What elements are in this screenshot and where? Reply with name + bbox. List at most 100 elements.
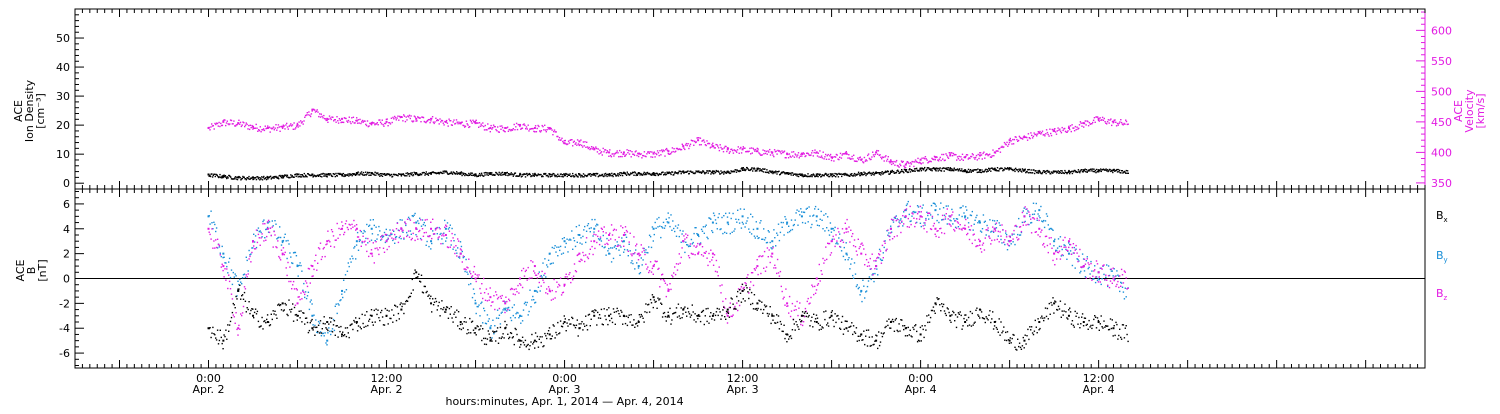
density-series-point — [370, 174, 371, 175]
density-series-point — [941, 170, 942, 171]
velocity-series-point — [433, 122, 434, 123]
bz-series-anchor — [445, 234, 447, 236]
density-series-anchor — [356, 172, 358, 174]
bz-series-point — [347, 227, 348, 228]
density-series-point — [287, 175, 288, 176]
by-series-point — [654, 234, 655, 235]
velocity-series-point — [247, 128, 248, 129]
velocity-series-point — [941, 154, 942, 155]
velocity-series-anchor — [682, 145, 684, 147]
by-series-point — [921, 226, 922, 227]
bz-series-point — [390, 233, 391, 234]
velocity-series-point — [499, 132, 500, 133]
by-series-point — [624, 249, 625, 250]
bz-series-point — [477, 276, 478, 277]
by-series-anchor — [371, 228, 373, 230]
velocity-series-point — [1107, 121, 1108, 122]
bz-series-point — [609, 233, 610, 234]
velocity-series-point — [1094, 117, 1095, 118]
velocity-series-point — [512, 130, 513, 131]
bz-series-point — [553, 279, 554, 280]
density-series-point — [881, 172, 882, 173]
by-series-point — [903, 211, 904, 212]
by-series-point — [406, 232, 407, 233]
by-series-point — [566, 239, 567, 240]
velocity-series-point — [589, 147, 590, 148]
velocity-series-point — [1128, 124, 1129, 125]
density-series-anchor — [326, 173, 328, 175]
bz-series-point — [519, 283, 520, 284]
by-series-point — [541, 276, 542, 277]
density-series-point — [281, 177, 282, 178]
by-series-point — [330, 334, 331, 335]
density-series-point — [525, 176, 526, 177]
velocity-series-point — [958, 158, 959, 159]
density-series-point — [349, 173, 350, 174]
by-series-point — [288, 243, 289, 244]
velocity-series-point — [611, 156, 612, 157]
velocity-series-point — [557, 136, 558, 137]
by-series-point — [362, 233, 363, 234]
bz-series-point — [443, 235, 444, 236]
bz-series-point — [326, 243, 327, 244]
bz-series-point — [362, 236, 363, 237]
velocity-series-point — [864, 157, 865, 158]
by-series-point — [253, 234, 254, 235]
bz-series-point — [589, 253, 590, 254]
density-series-point — [364, 174, 365, 175]
density-series-point — [256, 179, 257, 180]
velocity-series-point — [244, 126, 245, 127]
velocity-series-point — [443, 123, 444, 124]
density-series-point — [811, 176, 812, 177]
velocity-series-point — [769, 149, 770, 150]
velocity-series-point — [648, 151, 649, 152]
velocity-series-point — [1034, 132, 1035, 133]
by-series-point — [213, 222, 214, 223]
by-series-point — [786, 224, 787, 225]
by-series-point — [747, 217, 748, 218]
velocity-series-point — [515, 126, 516, 127]
by-series-point — [805, 223, 806, 224]
bz-series-anchor — [297, 302, 299, 304]
bz-series-point — [461, 249, 462, 250]
velocity-series-point — [1126, 121, 1127, 122]
density-series-point — [633, 172, 634, 173]
by-series-point — [632, 263, 633, 264]
density-series-point — [1037, 172, 1038, 173]
by-series-point — [559, 250, 560, 251]
by-series-point — [693, 233, 694, 234]
bz-series-point — [407, 219, 408, 220]
density-series-point — [762, 168, 763, 169]
velocity-series-point — [842, 154, 843, 155]
velocity-series-point — [877, 154, 878, 155]
density-series-point — [759, 168, 760, 169]
density-series-point — [967, 171, 968, 172]
density-series-point — [938, 170, 939, 171]
by-series-point — [486, 323, 487, 324]
velocity-series-point — [356, 117, 357, 118]
velocity-series-point — [408, 116, 409, 117]
by-series-point — [851, 258, 852, 259]
density-series-point — [804, 176, 805, 177]
by-series-point — [453, 240, 454, 241]
velocity-series-point — [558, 139, 559, 140]
density-series-point — [291, 176, 292, 177]
density-series-point — [752, 170, 753, 171]
by-series-point — [659, 226, 660, 227]
by-series-point — [749, 232, 750, 233]
velocity-series-point — [1101, 119, 1102, 120]
bz-series-point — [547, 293, 548, 294]
density-series-point — [1127, 170, 1128, 171]
bz-series-point — [528, 267, 529, 268]
velocity-series-point — [402, 120, 403, 121]
density-series-point — [967, 172, 968, 173]
density-series-anchor — [534, 173, 536, 175]
bz-series-point — [479, 288, 480, 289]
density-series-point — [1014, 169, 1015, 170]
by-series-anchor — [282, 240, 284, 242]
bz-series-point — [517, 285, 518, 286]
density-series-point — [647, 172, 648, 173]
velocity-series-point — [726, 151, 727, 152]
density-series-point — [871, 174, 872, 175]
velocity-series-point — [921, 163, 922, 164]
